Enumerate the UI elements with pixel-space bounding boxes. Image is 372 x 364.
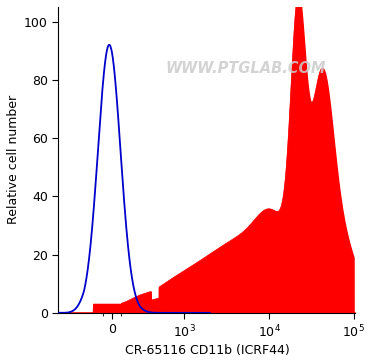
X-axis label: CR-65116 CD11b (ICRF44): CR-65116 CD11b (ICRF44): [125, 344, 289, 357]
Y-axis label: Relative cell number: Relative cell number: [7, 95, 20, 225]
Text: WWW.PTGLAB.COM: WWW.PTGLAB.COM: [165, 61, 326, 76]
